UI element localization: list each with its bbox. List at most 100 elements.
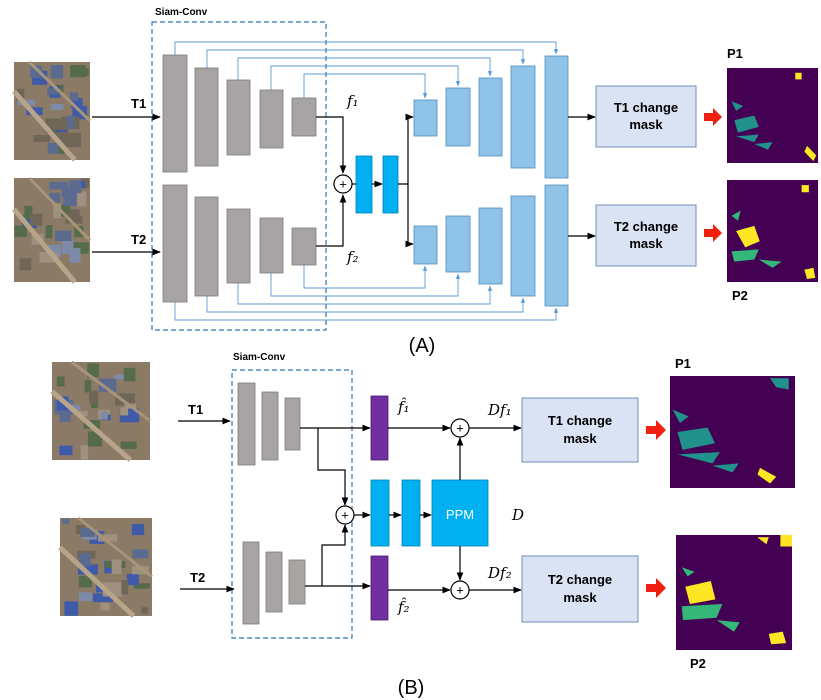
output-label-line: T1 change bbox=[548, 413, 612, 428]
prediction-label: P2 bbox=[690, 656, 706, 671]
photo-building bbox=[51, 65, 63, 78]
feature-label: f₁ bbox=[346, 92, 359, 110]
arrow bbox=[316, 195, 343, 246]
plus: + bbox=[456, 421, 464, 436]
photo-building bbox=[141, 607, 147, 613]
mask-region bbox=[802, 185, 809, 192]
output-label-line: T1 change bbox=[614, 100, 678, 115]
photo-building bbox=[64, 601, 78, 615]
photo-building bbox=[14, 225, 26, 236]
change-mask bbox=[670, 376, 795, 488]
input-label: T1 bbox=[188, 402, 203, 417]
plus: + bbox=[341, 508, 349, 523]
photo-building bbox=[69, 248, 80, 263]
photo-building bbox=[78, 68, 89, 76]
photo-building bbox=[132, 524, 144, 535]
photo-building bbox=[101, 412, 108, 420]
change-mask bbox=[727, 180, 818, 282]
output-label-line: T2 change bbox=[614, 219, 678, 234]
figure: Siam-Conv T1 T2 + f₁ f₂ bbox=[0, 0, 821, 700]
caption: (B) bbox=[398, 677, 425, 699]
output-label-line: mask bbox=[563, 431, 597, 446]
change-mask bbox=[727, 68, 818, 163]
satellite-image bbox=[52, 362, 150, 460]
ppm-label: PPM bbox=[446, 507, 474, 522]
red-arrow bbox=[704, 108, 722, 126]
photo-building bbox=[127, 574, 139, 585]
satellite-image bbox=[14, 178, 90, 282]
encoder bbox=[238, 383, 305, 624]
decoder bbox=[414, 56, 568, 306]
panel-a: Siam-Conv T1 T2 + f₁ f₂ bbox=[92, 7, 748, 357]
photo-building bbox=[120, 407, 128, 415]
arrow bbox=[322, 525, 345, 586]
satellite-image bbox=[60, 518, 152, 616]
feature-block bbox=[371, 396, 388, 460]
arrow bbox=[316, 117, 343, 173]
output-label-line: mask bbox=[563, 590, 597, 605]
arrow bbox=[398, 117, 413, 184]
encoder bbox=[163, 55, 316, 302]
mask-region bbox=[780, 535, 792, 547]
photo-building bbox=[70, 93, 78, 102]
difference-feature-label: Df₂ bbox=[487, 564, 512, 582]
red-arrow bbox=[646, 420, 666, 440]
photo-building bbox=[121, 580, 128, 594]
photo-building bbox=[46, 225, 53, 238]
photo-building bbox=[20, 258, 32, 270]
photo-building bbox=[67, 115, 74, 129]
feature-label: f̂₁ bbox=[397, 398, 410, 416]
input-label: T2 bbox=[190, 570, 205, 585]
output-label-line: mask bbox=[629, 236, 663, 251]
output-box bbox=[522, 556, 638, 622]
satellite-image bbox=[14, 62, 90, 160]
difference-feature-label: Df₁ bbox=[487, 401, 512, 419]
prediction-label: P1 bbox=[727, 46, 743, 61]
photo-building bbox=[62, 188, 72, 197]
fusion-block bbox=[371, 480, 389, 546]
mask-base bbox=[727, 68, 818, 163]
difference-label: D bbox=[511, 506, 524, 524]
red-arrow bbox=[646, 578, 666, 598]
photo-building bbox=[33, 135, 50, 142]
input-label: T2 bbox=[131, 232, 146, 247]
photo-building bbox=[59, 446, 72, 456]
encoder-label: Siam-Conv bbox=[233, 352, 286, 363]
mask-region bbox=[682, 604, 723, 620]
input-label: T1 bbox=[131, 96, 146, 111]
output-box bbox=[522, 398, 638, 462]
photo-building bbox=[63, 519, 70, 525]
photo-building bbox=[81, 445, 88, 459]
output-label-line: T2 change bbox=[548, 572, 612, 587]
arrow bbox=[408, 184, 413, 244]
prediction-label: P2 bbox=[732, 288, 748, 303]
prediction-label: P1 bbox=[675, 356, 691, 371]
photo-building bbox=[133, 549, 149, 558]
photo-building bbox=[60, 408, 71, 422]
caption: (A) bbox=[409, 335, 436, 357]
encoder-label: Siam-Conv bbox=[155, 7, 208, 18]
photo-building bbox=[100, 603, 109, 610]
photo-building bbox=[79, 592, 92, 601]
feature-label: f₂ bbox=[346, 248, 359, 266]
output-label-line: mask bbox=[629, 117, 663, 132]
fusion-block bbox=[402, 480, 420, 546]
photo-building bbox=[124, 368, 136, 381]
photo-building bbox=[30, 214, 42, 226]
photo-building bbox=[85, 380, 91, 392]
photo-building bbox=[121, 442, 137, 449]
panel-b: Siam-Conv T1 T2 + f̂₁ f̂₂ PPM D + + Df₁ … bbox=[178, 352, 706, 699]
plus: + bbox=[339, 177, 347, 192]
mask-region bbox=[795, 73, 801, 80]
photo-building bbox=[77, 192, 87, 207]
change-mask bbox=[676, 535, 792, 650]
photo-building bbox=[55, 231, 71, 241]
photo-building bbox=[89, 391, 98, 404]
plus: + bbox=[456, 583, 464, 598]
arrow bbox=[318, 428, 345, 505]
red-arrow bbox=[704, 224, 722, 242]
fusion-block bbox=[383, 156, 398, 213]
photo-building bbox=[51, 104, 64, 110]
photo-building bbox=[112, 560, 122, 575]
feature-label: f̂₂ bbox=[397, 598, 410, 616]
